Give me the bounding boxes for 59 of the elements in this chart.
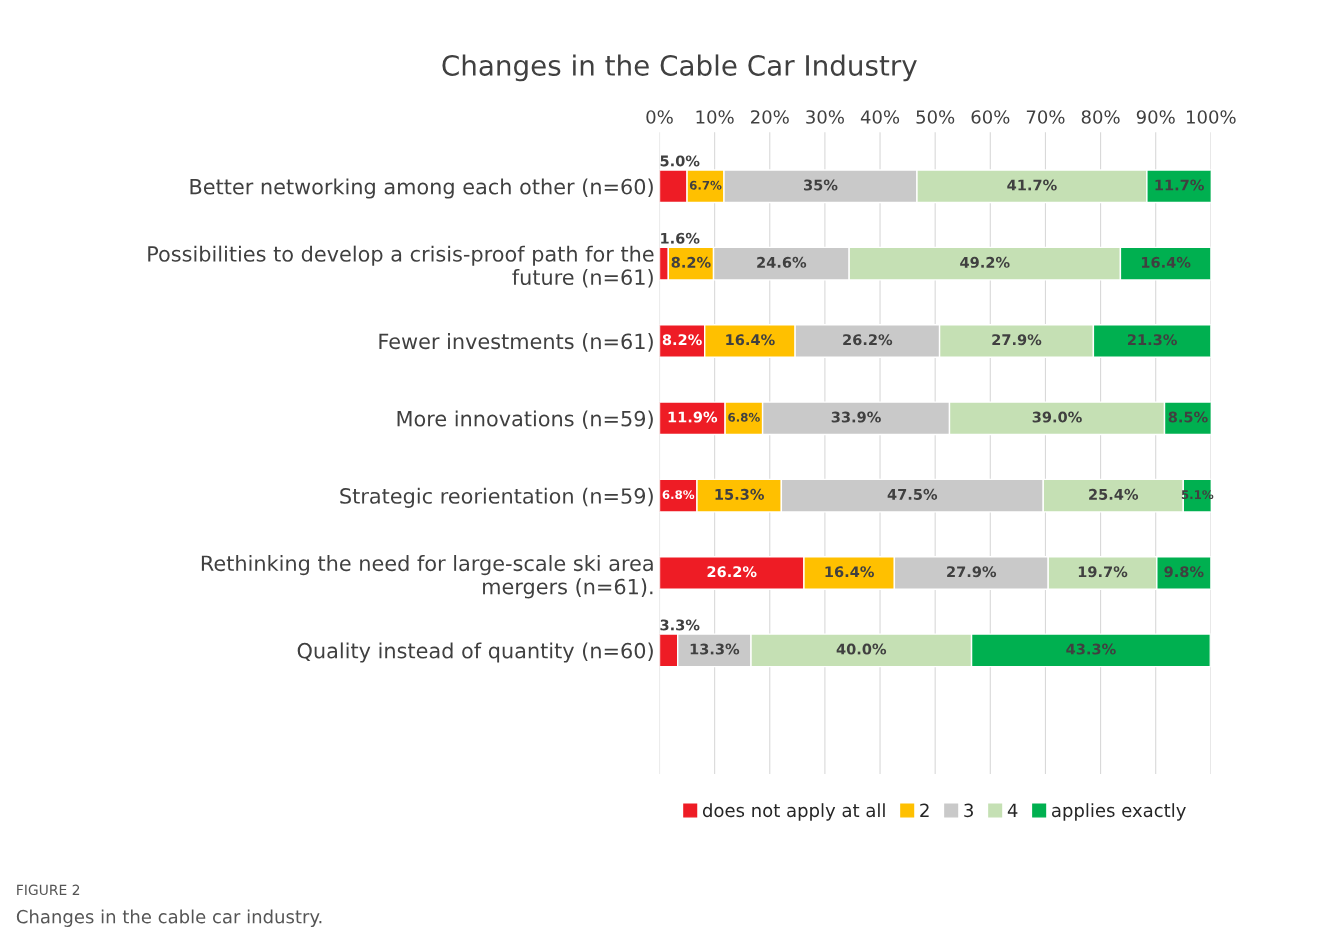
data-label: 39.0% xyxy=(1032,411,1082,423)
x-tick-label: 70% xyxy=(1026,110,1065,124)
x-tick-label: 60% xyxy=(971,110,1010,124)
data-label: 16.4% xyxy=(1141,256,1191,268)
data-label: 27.9% xyxy=(947,566,997,578)
data-label: 8.5% xyxy=(1168,411,1208,423)
x-tick-label: 80% xyxy=(1081,110,1120,124)
x-tick-label: 40% xyxy=(860,110,900,124)
data-label: 47.5% xyxy=(887,488,938,500)
data-label: 6.8% xyxy=(662,490,695,500)
x-tick-label: 0% xyxy=(646,110,673,124)
data-label: 40.0% xyxy=(836,643,887,655)
data-label: 33.9% xyxy=(831,411,881,423)
y-tick-label: Rethinking the need for large-scale ski area mergers (n=61). xyxy=(201,555,653,599)
text: Changes in the cable car industry. xyxy=(16,909,322,927)
data-label: 15.3% xyxy=(715,488,764,500)
chart-title: Changes in the Cable Car Industry xyxy=(442,54,917,82)
x-tick-label: 100% xyxy=(1187,110,1236,124)
legend-label: applies exactly xyxy=(1051,803,1186,821)
y-tick-label: Possibilities to develop a crisis-proof path for the future (n=61) xyxy=(148,245,654,288)
x-tick-label: 90% xyxy=(1136,110,1175,124)
legend-label: 4 xyxy=(1007,803,1018,817)
data-label: 6.7% xyxy=(689,180,722,190)
data-label: 24.6% xyxy=(757,256,807,268)
data-label: 8.2% xyxy=(662,334,702,346)
x-tick-label: 20% xyxy=(751,110,789,124)
data-label: 3.3% xyxy=(660,619,700,631)
y-tick-label: Fewer investments (n=61) xyxy=(379,333,653,352)
y-tick-label: Quality instead of quantity (n=60) xyxy=(297,642,653,663)
y-tick-label: Better networking among each other (n=60) xyxy=(190,178,653,199)
data-label: 19.7% xyxy=(1078,566,1128,578)
legend-label: does not apply at all xyxy=(702,803,885,821)
x-tick-label: 50% xyxy=(916,110,955,124)
legend-label: 2 xyxy=(920,803,929,817)
data-label: 26.2% xyxy=(843,334,893,346)
data-label: 9.8% xyxy=(1164,566,1204,578)
data-label: 27.9% xyxy=(992,334,1042,346)
data-label: 16.4% xyxy=(726,334,775,346)
data-label: 49.2% xyxy=(960,256,1010,268)
caption: FIGURE 2 xyxy=(17,884,80,896)
x-tick-label: 10% xyxy=(696,110,734,124)
data-label: 43.3% xyxy=(1066,643,1116,655)
data-label: 6.8% xyxy=(728,412,760,422)
x-tick-label: 30% xyxy=(806,110,844,124)
data-label: 25.4% xyxy=(1089,488,1139,500)
data-label: 35% xyxy=(804,179,838,191)
y-tick-label: Strategic reorientation (n=59) xyxy=(340,487,653,508)
data-label: 8.2% xyxy=(671,256,711,268)
data-label: 11.7% xyxy=(1155,179,1204,191)
data-label: 16.4% xyxy=(825,566,874,578)
y-tick-label: More innovations (n=59) xyxy=(397,410,653,429)
data-label: 26.2% xyxy=(707,566,757,578)
data-label: 21.3% xyxy=(1127,334,1177,346)
data-label: 1.6% xyxy=(661,232,700,244)
data-label: 5.0% xyxy=(660,155,700,167)
data-label: 11.9% xyxy=(668,411,718,423)
data-label: 41.7% xyxy=(1007,179,1057,191)
data-label: 13.3% xyxy=(690,643,740,655)
legend-label: 3 xyxy=(964,803,973,818)
